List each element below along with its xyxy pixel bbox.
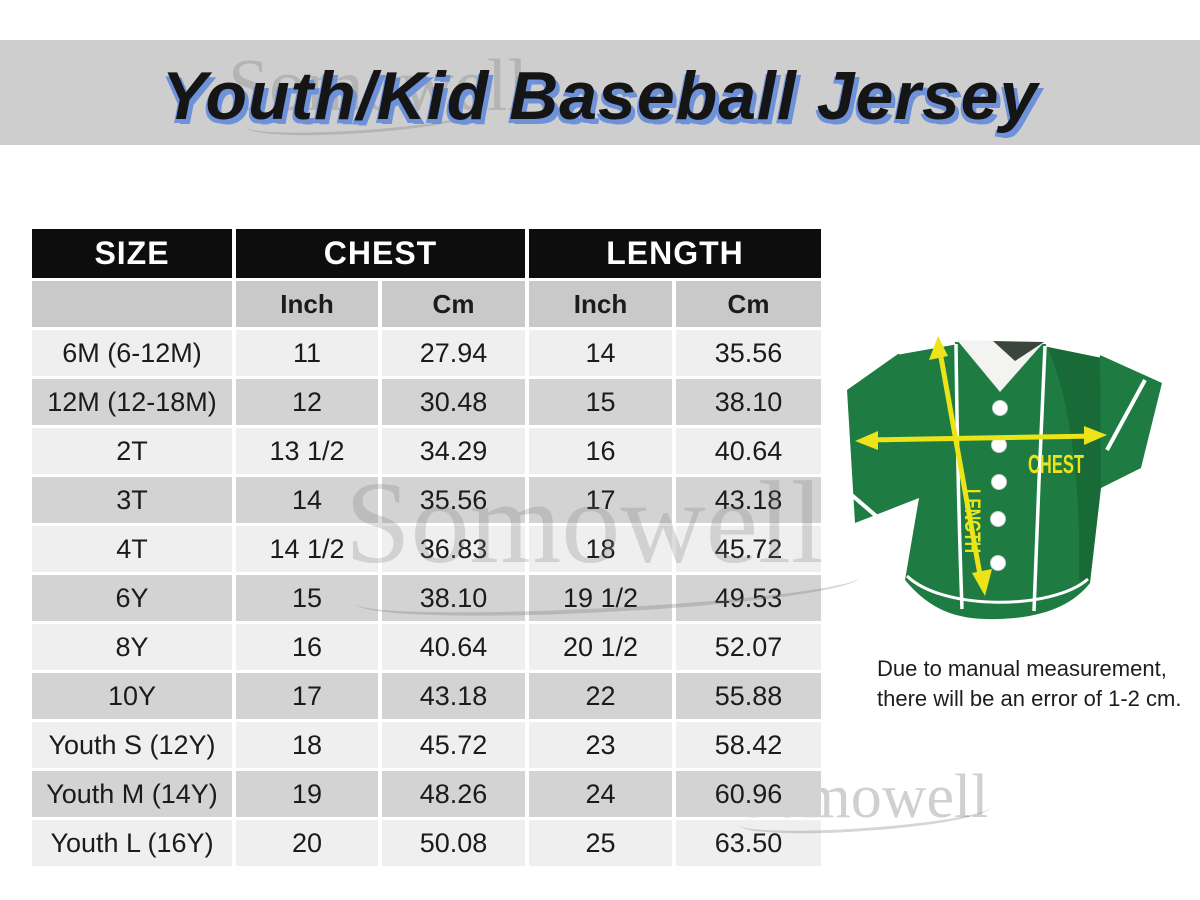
shoulder-piping-right <box>1045 343 1101 358</box>
value-cell: 45.72 <box>382 722 525 768</box>
subheader-empty <box>32 281 232 327</box>
jersey-collar-shadow <box>993 341 1044 361</box>
value-cell: 38.10 <box>676 379 821 425</box>
value-cell: 43.18 <box>382 673 525 719</box>
value-cell: 35.56 <box>382 477 525 523</box>
value-cell: 14 <box>529 330 672 376</box>
size-chart-table: SIZE CHEST LENGTH Inch Cm Inch Cm 6M (6-… <box>32 229 821 866</box>
note-line-2: there will be an error of 1-2 cm. <box>877 686 1182 711</box>
value-cell: 43.18 <box>676 477 821 523</box>
subheader-chest-cm: Cm <box>382 281 525 327</box>
value-cell: 35.56 <box>676 330 821 376</box>
value-cell: 22 <box>529 673 672 719</box>
placket-piping-left <box>954 343 964 610</box>
page-title: Youth/Kid Baseball Jersey <box>161 58 1039 134</box>
value-cell: 16 <box>529 428 672 474</box>
value-cell: 49.53 <box>676 575 821 621</box>
value-cell: 40.64 <box>676 428 821 474</box>
value-cell: 24 <box>529 771 672 817</box>
length-label: LENGTH <box>960 489 985 553</box>
value-cell: 19 <box>236 771 378 817</box>
cuff-stripe-right <box>1105 379 1147 451</box>
jersey-button <box>991 474 1007 490</box>
size-cell: 2T <box>32 428 232 474</box>
value-cell: 36.83 <box>382 526 525 572</box>
value-cell: 20 1/2 <box>529 624 672 670</box>
chest-arrow <box>855 426 1107 450</box>
column-header-chest: CHEST <box>236 229 525 278</box>
column-header-size: SIZE <box>32 229 232 278</box>
size-cell: 6M (6-12M) <box>32 330 232 376</box>
value-cell: 60.96 <box>676 771 821 817</box>
subheader-length-cm: Cm <box>676 281 821 327</box>
value-cell: 11 <box>236 330 378 376</box>
subheader-length-inch: Inch <box>529 281 672 327</box>
value-cell: 50.08 <box>382 820 525 866</box>
size-cell: Youth S (12Y) <box>32 722 232 768</box>
value-cell: 16 <box>236 624 378 670</box>
jersey-buttons <box>990 400 1008 571</box>
title-banner <box>0 40 1200 145</box>
value-cell: 14 1/2 <box>236 526 378 572</box>
value-cell: 55.88 <box>676 673 821 719</box>
column-header-length: LENGTH <box>529 229 821 278</box>
size-cell: 8Y <box>32 624 232 670</box>
size-cell: 6Y <box>32 575 232 621</box>
shoulder-piping-left <box>898 341 956 355</box>
hem-piping <box>905 574 1089 604</box>
jersey-button <box>992 400 1008 416</box>
size-cell: Youth L (16Y) <box>32 820 232 866</box>
value-cell: 63.50 <box>676 820 821 866</box>
value-cell: 40.64 <box>382 624 525 670</box>
value-cell: 52.07 <box>676 624 821 670</box>
size-cell: Youth M (14Y) <box>32 771 232 817</box>
value-cell: 18 <box>529 526 672 572</box>
size-cell: 4T <box>32 526 232 572</box>
placket-piping-right <box>1032 345 1047 612</box>
value-cell: 20 <box>236 820 378 866</box>
value-cell: 17 <box>529 477 672 523</box>
size-cell: 12M (12-18M) <box>32 379 232 425</box>
value-cell: 15 <box>529 379 672 425</box>
value-cell: 17 <box>236 673 378 719</box>
jersey-button <box>990 511 1006 527</box>
subheader-chest-inch: Inch <box>236 281 378 327</box>
length-arrow <box>929 336 992 596</box>
value-cell: 38.10 <box>382 575 525 621</box>
value-cell: 58.42 <box>676 722 821 768</box>
value-cell: 12 <box>236 379 378 425</box>
cuff-stripe-left <box>845 489 891 529</box>
value-cell: 13 1/2 <box>236 428 378 474</box>
measurement-note: Due to manual measurement, there will be… <box>877 654 1197 714</box>
value-cell: 19 1/2 <box>529 575 672 621</box>
size-cell: 10Y <box>32 673 232 719</box>
value-cell: 15 <box>236 575 378 621</box>
value-cell: 18 <box>236 722 378 768</box>
value-cell: 25 <box>529 820 672 866</box>
value-cell: 48.26 <box>382 771 525 817</box>
note-line-1: Due to manual measurement, <box>877 656 1167 681</box>
value-cell: 27.94 <box>382 330 525 376</box>
jersey-measurement-diagram: CHEST LENGTH <box>845 336 1162 620</box>
value-cell: 34.29 <box>382 428 525 474</box>
size-cell: 3T <box>32 477 232 523</box>
jersey-button <box>990 555 1006 571</box>
value-cell: 14 <box>236 477 378 523</box>
chest-label: CHEST <box>1028 449 1084 479</box>
value-cell: 30.48 <box>382 379 525 425</box>
jersey-shading <box>1046 344 1101 583</box>
value-cell: 45.72 <box>676 526 821 572</box>
value-cell: 23 <box>529 722 672 768</box>
